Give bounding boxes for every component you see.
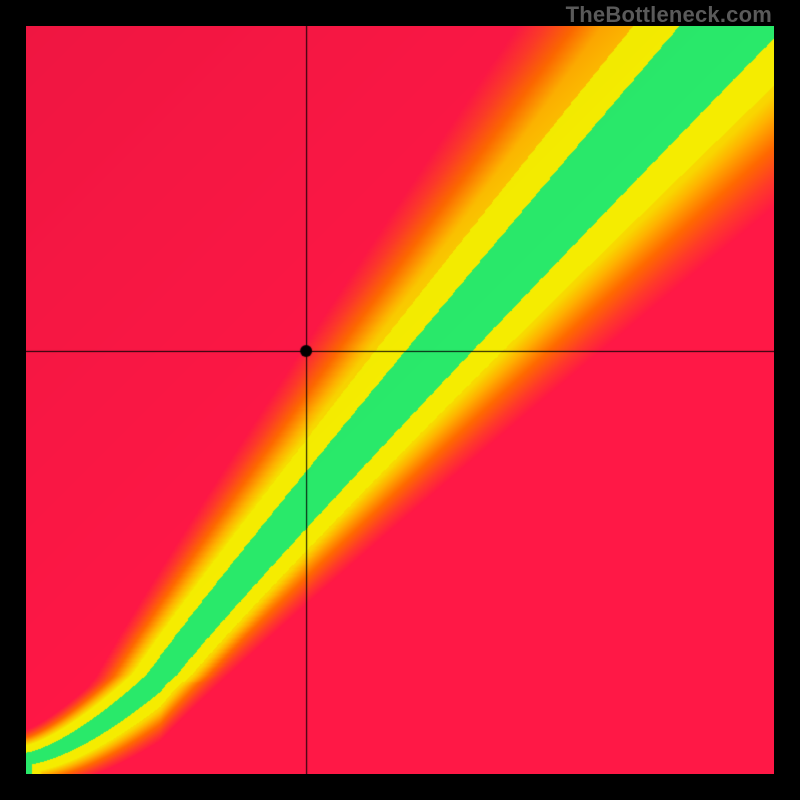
watermark-text: TheBottleneck.com bbox=[566, 2, 772, 28]
chart-container: { "watermark": "TheBottleneck.com", "cha… bbox=[0, 0, 800, 800]
heatmap-canvas bbox=[26, 26, 774, 774]
heatmap-plot bbox=[26, 26, 774, 774]
